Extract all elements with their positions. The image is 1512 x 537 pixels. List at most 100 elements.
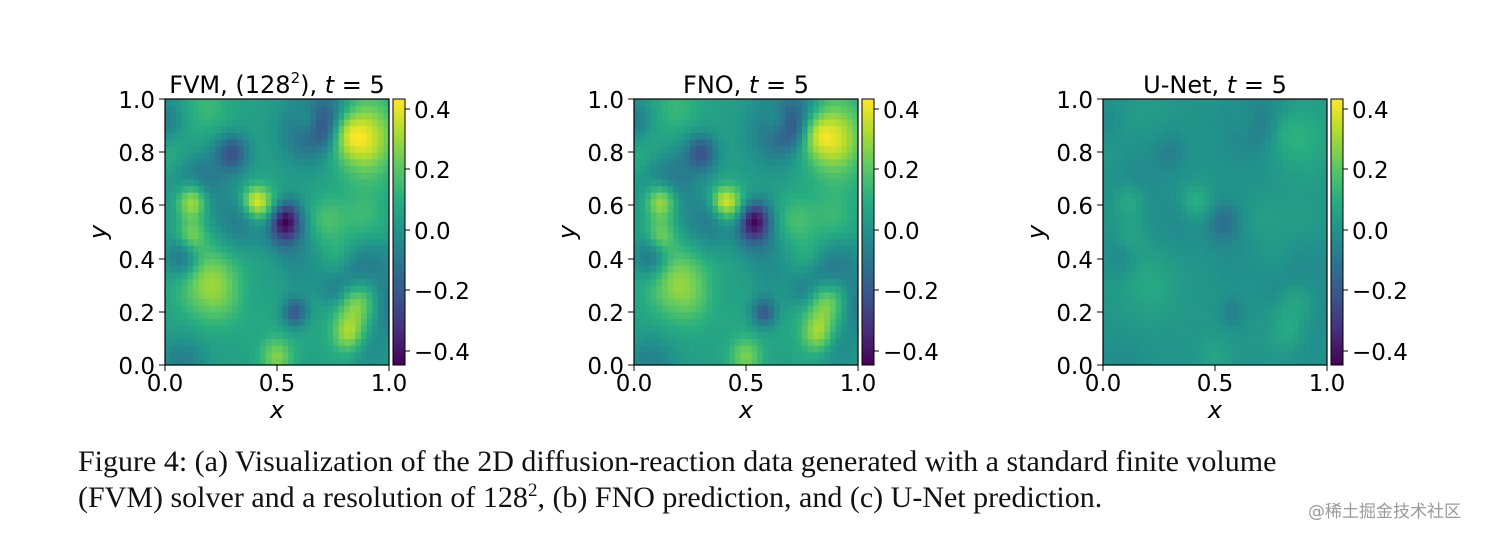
heatmap-cell [1265,105,1272,113]
heatmap-cell [824,232,831,240]
heatmap-cell [835,145,842,153]
heatmap-cell [1192,185,1199,193]
heatmap-cell [701,118,708,127]
heatmap-cell [762,105,769,113]
heatmap-cell [1153,185,1160,193]
heatmap-cell [1310,125,1317,133]
heatmap-cell [1198,265,1205,273]
heatmap-cell [1293,152,1300,160]
heatmap-cell [372,285,379,293]
heatmap-cell [678,198,685,206]
heatmap-cell [1220,278,1227,286]
heatmap-cell [779,305,786,313]
heatmap-cell [762,132,769,140]
heatmap-cell [1254,198,1261,206]
heatmap-cell [277,138,284,147]
heatmap-cell [1304,118,1311,127]
heatmap-cell [282,99,289,107]
heatmap-cell [790,345,797,353]
heatmap-cell [1321,305,1327,313]
heatmap-cell [802,338,809,346]
heatmap-cell [249,105,256,113]
heatmap-cell [1114,212,1121,220]
heatmap-cell [310,112,317,120]
heatmap-cell [1226,145,1233,153]
heatmap-cell [1276,298,1283,306]
heatmap-cell [1282,318,1289,326]
heatmap-cell [824,225,831,233]
heatmap-cell [813,325,820,333]
heatmap-cell [383,271,389,280]
heatmap-cell [316,99,323,107]
heatmap-cell [321,345,328,353]
heatmap-cell [684,185,691,193]
heatmap-cell [327,192,334,200]
heatmap-cell [372,298,379,306]
heatmap-cell [226,192,233,200]
heatmap-cell [265,165,272,173]
heatmap-cell [830,225,837,233]
heatmap-cell [634,105,641,113]
heatmap-cell [1237,192,1244,200]
heatmap-cell [1271,325,1278,333]
heatmap-cell [802,132,809,140]
heatmap-cell [712,152,719,160]
heatmap-cell [768,311,775,320]
heatmap-cell [802,251,809,260]
heatmap-cell [701,358,708,365]
heatmap-cell [701,285,708,293]
heatmap-cell [1103,125,1110,133]
heatmap-cell [288,285,295,293]
heatmap-cell [1231,345,1238,353]
heatmap-cell [785,305,792,313]
heatmap-cell [807,238,814,246]
heatmap-cell [209,238,216,246]
heatmap-cell [355,338,362,346]
heatmap-cell [333,99,340,107]
heatmap-cell [193,138,200,147]
heatmap-cell [1170,278,1177,286]
heatmap-cell [1170,345,1177,353]
heatmap-cell [1215,212,1222,220]
heatmap-cell [802,298,809,306]
heatmap-cell [1220,172,1227,180]
heatmap-cell [662,132,669,140]
heatmap-cell [232,125,239,133]
heatmap-cell [656,218,663,226]
heatmap-cell [198,351,205,359]
heatmap-cell [349,158,356,167]
heatmap-cell [785,145,792,153]
heatmap-cell [1226,112,1233,120]
heatmap-cell [1159,218,1166,226]
heatmap-cell [1114,298,1121,306]
heatmap-cell [321,158,328,167]
heatmap-cell [310,311,317,320]
heatmap-cell [372,232,379,240]
heatmap-cell [639,125,646,133]
heatmap-cell [1282,285,1289,293]
heatmap-cell [260,205,267,213]
heatmap-cell [333,225,340,233]
heatmap-cell [667,345,674,353]
heatmap-cell [690,311,697,320]
heatmap-cell [260,152,267,160]
heatmap-cell [221,172,228,180]
heatmap-cell [271,212,278,220]
heatmap-cell [695,291,702,300]
heatmap-cell [1243,325,1250,333]
heatmap-cell [818,118,825,127]
heatmap-cell [852,291,858,300]
heatmap-cell [181,145,188,153]
heatmap-cell [740,185,747,193]
heatmap-cell [684,351,691,359]
heatmap-cell [1136,132,1143,140]
heatmap-cell [634,112,641,120]
heatmap-cell [1315,232,1322,240]
heatmap-cell [1114,305,1121,313]
heatmap-cell [349,165,356,173]
heatmap-cell [796,232,803,240]
heatmap-cell [779,265,786,273]
heatmap-cell [796,145,803,153]
heatmap-cell [1114,198,1121,206]
heatmap-cell [673,198,680,206]
